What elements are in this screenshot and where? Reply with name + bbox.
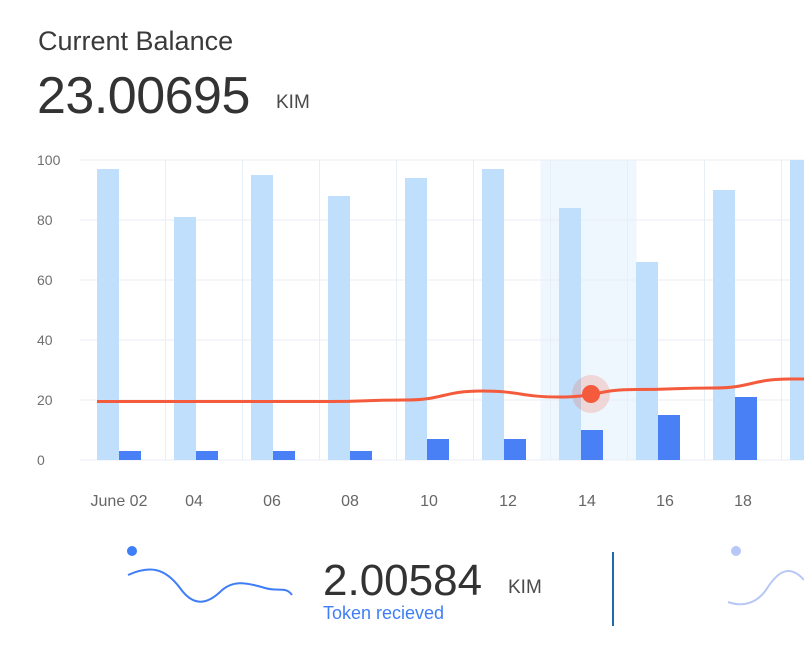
bar-dark-0 — [119, 451, 141, 460]
x-tick-6: 14 — [578, 493, 596, 510]
x-tick-2: 06 — [263, 493, 281, 510]
balance-unit: KIM — [276, 92, 310, 113]
x-tick-4: 10 — [420, 493, 438, 510]
balance-value: 23.00695 — [37, 67, 250, 125]
bar-light-6 — [559, 208, 581, 460]
x-tick-8: 18 — [734, 493, 752, 510]
y-tick-0: 0 — [37, 452, 45, 468]
bar-light-0 — [97, 169, 119, 460]
tokens-received-unit: KIM — [508, 577, 542, 598]
sparkline-left — [127, 546, 293, 603]
tokens-received-label[interactable]: Token recieved — [323, 603, 445, 623]
x-tick-5: 12 — [499, 493, 517, 510]
page-title: Current Balance — [38, 26, 234, 56]
y-tick-80: 80 — [37, 212, 53, 228]
sparkline-left-dot — [127, 546, 137, 556]
sparkline-right-line — [727, 570, 804, 606]
bar-dark-5 — [504, 439, 526, 460]
sparkline-right — [727, 546, 804, 606]
bar-dark-6 — [581, 430, 603, 460]
bar-dark-4 — [427, 439, 449, 460]
highlight-band — [540, 160, 637, 460]
highlight-point — [582, 385, 600, 403]
bar-light-4 — [405, 178, 427, 460]
y-tick-60: 60 — [37, 272, 53, 288]
y-tick-20: 20 — [37, 392, 53, 408]
bar-light-3 — [328, 196, 350, 460]
series-line — [96, 377, 804, 404]
x-tick-1: 04 — [185, 493, 203, 510]
stat-divider — [612, 552, 614, 626]
bar-light-7 — [636, 262, 658, 460]
bar-light-5 — [482, 169, 504, 460]
stat-panel: 2.00584 KIM Token recieved — [0, 540, 804, 655]
bar-light-8 — [713, 190, 735, 460]
bar-light-1 — [174, 217, 196, 460]
bar-dark-2 — [273, 451, 295, 460]
tokens-received-value: 2.00584 — [323, 556, 483, 605]
x-tick-0: June 02 — [91, 493, 148, 510]
y-tick-40: 40 — [37, 332, 53, 348]
bar-dark-7 — [658, 415, 680, 460]
bar-light-2 — [251, 175, 273, 460]
bar-dark-8 — [735, 397, 757, 460]
sparkline-right-dot — [731, 546, 741, 556]
x-tick-7: 16 — [656, 493, 674, 510]
balance-chart: 0 20 40 60 80 100 June 02 04 06 08 10 12 14 16 18 — [37, 152, 804, 510]
sparkline-left-line — [127, 568, 293, 603]
bar-dark-3 — [350, 451, 372, 460]
bar-dark-1 — [196, 451, 218, 460]
x-tick-3: 08 — [341, 493, 359, 510]
bar-light-9 — [790, 160, 804, 460]
y-tick-100: 100 — [37, 152, 61, 168]
